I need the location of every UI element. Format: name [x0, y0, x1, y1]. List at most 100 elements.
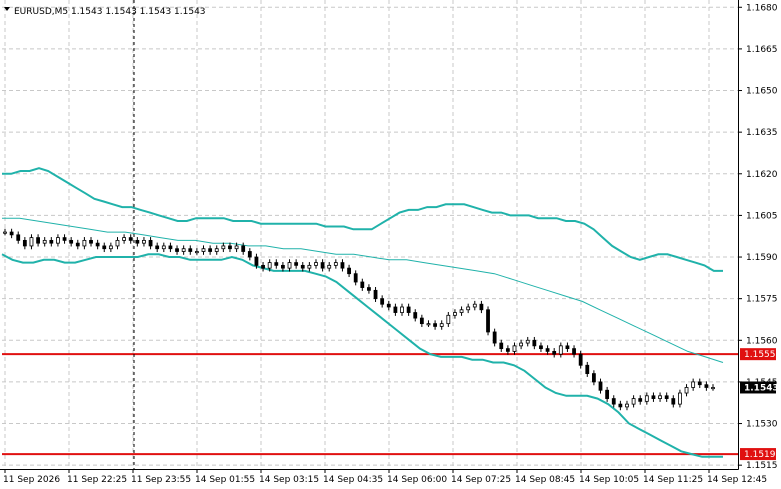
- candle-body: [591, 373, 596, 383]
- candles: [3, 228, 715, 411]
- candle-body: [658, 395, 662, 399]
- candle-body: [697, 381, 702, 386]
- candle-body: [426, 323, 431, 326]
- current-price-label-box: [740, 381, 776, 394]
- candle-body: [75, 242, 80, 247]
- candle: [108, 242, 113, 253]
- price-level-label: 1.1555: [740, 348, 776, 361]
- candle: [525, 336, 530, 347]
- candle: [214, 245, 219, 255]
- candle-body: [340, 262, 345, 269]
- candle-body: [320, 262, 325, 269]
- candle: [142, 237, 146, 247]
- candle: [300, 262, 305, 272]
- time-tick-label: 14 Sep 11:25: [643, 475, 703, 485]
- candle-body: [651, 395, 656, 399]
- candle-body: [274, 262, 279, 266]
- candle-body: [234, 245, 239, 250]
- candle: [36, 234, 40, 247]
- candle: [181, 245, 186, 255]
- candle: [148, 237, 153, 250]
- candle: [433, 320, 437, 330]
- candle: [446, 311, 451, 327]
- candle-body: [512, 345, 517, 352]
- price-tick-label: 1.1530: [746, 420, 778, 430]
- candle: [466, 303, 471, 314]
- price-tick-label: 1.1590: [746, 253, 778, 263]
- candle-body: [175, 248, 179, 252]
- candle: [373, 287, 378, 302]
- candle-body: [108, 245, 113, 250]
- candle: [69, 237, 74, 247]
- candle-body: [360, 281, 365, 288]
- candle-body: [625, 403, 629, 408]
- candle-body: [69, 239, 74, 244]
- candle: [49, 237, 54, 247]
- candle: [545, 345, 550, 355]
- candle-body: [208, 248, 213, 252]
- candle-body: [135, 239, 140, 244]
- candle-body: [194, 251, 199, 254]
- candle-body: [552, 350, 557, 355]
- candle: [479, 300, 484, 314]
- candle-body: [56, 237, 60, 244]
- candle-body: [142, 239, 146, 244]
- candle-body: [446, 314, 451, 325]
- candle-body: [664, 395, 669, 399]
- time-tick-label: 11 Sep 23:55: [131, 475, 191, 485]
- price-tick-label: 1.1620: [746, 170, 778, 180]
- candle-body: [419, 317, 424, 325]
- candle-body: [611, 398, 616, 405]
- candle: [194, 248, 199, 255]
- candle: [22, 237, 27, 250]
- candle: [585, 361, 590, 377]
- candle: [347, 264, 351, 278]
- candle: [188, 245, 193, 255]
- candle-body: [300, 264, 305, 269]
- candle-body: [413, 312, 418, 319]
- candle-body: [459, 309, 464, 313]
- candle: [505, 345, 510, 355]
- candle: [459, 306, 464, 316]
- current-price-label-text: 1.1543: [744, 383, 779, 393]
- candle: [320, 259, 325, 272]
- candle: [572, 345, 576, 358]
- chevron-down-icon[interactable]: [4, 7, 10, 11]
- horizontal-lines[interactable]: [2, 353, 738, 456]
- time-tick-label: 14 Sep 08:45: [515, 475, 575, 485]
- candle: [400, 303, 404, 316]
- candle-body: [519, 342, 524, 347]
- candle: [552, 348, 557, 358]
- candle: [413, 309, 418, 322]
- candle-body: [671, 398, 676, 405]
- chart-title: EURUSD,M5 1.1543 1.1543 1.1543 1.1543: [14, 7, 206, 17]
- candle: [62, 234, 67, 244]
- candle-body: [327, 264, 332, 269]
- price-tick-label: 1.1635: [746, 128, 778, 138]
- candle-body: [261, 264, 265, 269]
- candle-body: [558, 345, 563, 355]
- candle: [704, 381, 709, 391]
- candle-body: [539, 345, 543, 350]
- chart-header: EURUSD,M5 1.1543 1.1543 1.1543 1.1543: [4, 7, 206, 17]
- candle: [591, 370, 596, 386]
- candle-body: [393, 306, 398, 313]
- candle-body: [168, 245, 173, 250]
- candle: [644, 392, 649, 405]
- candle: [367, 284, 371, 294]
- candle-body: [347, 267, 351, 275]
- candle-body: [525, 339, 530, 344]
- candle-body: [353, 273, 358, 283]
- price-level-label-text: 1.1519: [744, 450, 776, 460]
- time-tick-label: 14 Sep 03:15: [259, 475, 319, 485]
- time-axis[interactable]: 11 Sep 2026 11 Sep 22:25 11 Sep 23:55 14 Se…: [3, 469, 767, 485]
- candle-body: [181, 248, 186, 252]
- candle-body: [287, 262, 292, 269]
- candle: [565, 342, 570, 352]
- candle-body: [281, 264, 285, 269]
- candle: [558, 342, 563, 358]
- candle-body: [386, 303, 391, 308]
- candle: [327, 262, 332, 272]
- candle: [419, 314, 424, 327]
